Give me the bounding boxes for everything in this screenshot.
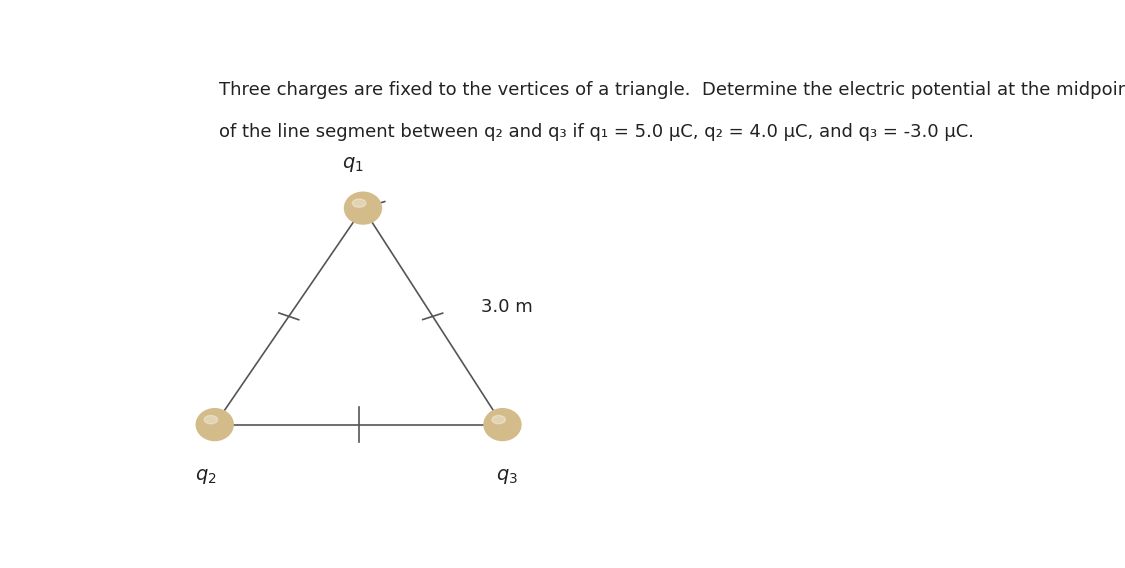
Ellipse shape [196, 408, 234, 441]
Text: $q_3$: $q_3$ [496, 467, 518, 486]
Ellipse shape [204, 415, 217, 424]
Text: of the line segment between q₂ and q₃ if q₁ = 5.0 μC, q₂ = 4.0 μC, and q₃ = -3.0: of the line segment between q₂ and q₃ if… [219, 123, 974, 141]
Ellipse shape [484, 408, 522, 441]
Text: $q_2$: $q_2$ [196, 467, 217, 486]
Text: Three charges are fixed to the vertices of a triangle.  Determine the electric p: Three charges are fixed to the vertices … [219, 81, 1125, 99]
Ellipse shape [352, 199, 366, 207]
Text: 3.0 m: 3.0 m [480, 298, 532, 315]
Text: $q_1$: $q_1$ [342, 155, 363, 174]
Ellipse shape [492, 415, 505, 424]
Ellipse shape [344, 191, 383, 225]
